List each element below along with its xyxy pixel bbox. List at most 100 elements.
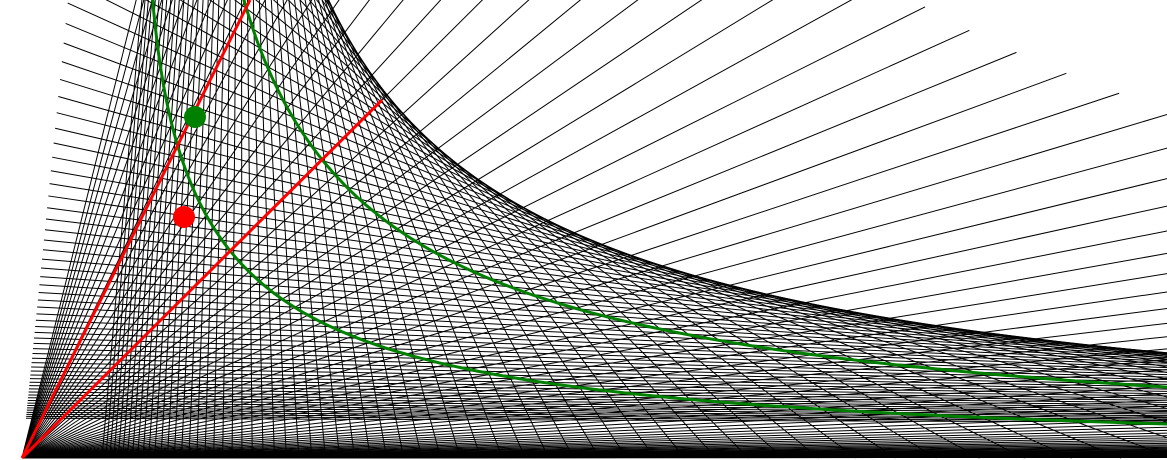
mesh-line xyxy=(321,0,628,459)
ray-line xyxy=(21,0,370,459)
ray-line xyxy=(21,205,1167,459)
mesh-line xyxy=(304,0,388,459)
ray-line xyxy=(21,0,853,459)
mesh-line xyxy=(327,0,526,459)
overlay xyxy=(20,0,1167,460)
mesh-line xyxy=(204,0,220,459)
ray-line xyxy=(21,393,1167,459)
mesh-line xyxy=(252,0,264,459)
ray-line xyxy=(21,0,212,459)
ray-line xyxy=(21,307,1167,459)
ray-line xyxy=(21,432,1167,459)
mesh-line xyxy=(234,0,857,459)
ray-line xyxy=(21,0,163,459)
ray-line xyxy=(21,439,1167,459)
mesh-line xyxy=(255,0,820,459)
ray-line xyxy=(21,410,1167,459)
mesh-line xyxy=(299,0,371,459)
ray-line xyxy=(21,369,1167,459)
ray-line xyxy=(21,0,288,459)
ray-line xyxy=(21,6,926,459)
ray-line xyxy=(21,405,1167,459)
mesh-line xyxy=(288,0,341,459)
mesh-line xyxy=(282,0,326,459)
ray-line xyxy=(21,435,1167,459)
mesh xyxy=(21,0,1167,459)
ray-line xyxy=(21,446,1167,459)
ray-line xyxy=(21,419,1167,459)
ray-line xyxy=(21,0,582,459)
ray-line xyxy=(21,423,1167,459)
mesh-line xyxy=(196,0,214,459)
ray-line xyxy=(21,447,1167,459)
ray-line xyxy=(21,429,1167,459)
ray-line xyxy=(21,377,1167,459)
ray-line xyxy=(21,399,1167,459)
ray-line xyxy=(21,445,1167,459)
ray-line xyxy=(21,359,1167,459)
ray-line xyxy=(21,113,1167,459)
ray-line xyxy=(21,322,1167,459)
mesh-line xyxy=(222,0,231,459)
ray-line xyxy=(21,0,266,459)
ray-line xyxy=(21,415,1167,459)
mesh-line xyxy=(287,0,750,459)
ray-line xyxy=(21,426,1167,459)
green-dot xyxy=(184,106,206,128)
ray-line xyxy=(21,0,442,459)
mesh-line xyxy=(270,0,300,459)
mesh-line xyxy=(321,0,461,459)
ray-line xyxy=(21,0,774,459)
ray-line xyxy=(21,0,703,459)
mesh-line xyxy=(272,0,784,459)
ray-line xyxy=(21,29,970,459)
mesh-line xyxy=(314,0,423,459)
mesh-line xyxy=(213,0,225,459)
mesh-line xyxy=(294,0,356,459)
ray-line xyxy=(21,0,185,459)
ray-line xyxy=(21,0,137,459)
mesh-line xyxy=(258,0,275,459)
mesh-line xyxy=(325,0,600,459)
ray-line xyxy=(21,252,1167,459)
ray-line xyxy=(21,92,1120,459)
ray-line xyxy=(21,72,1067,459)
ray-line xyxy=(21,0,173,459)
ray-line xyxy=(21,0,340,459)
mesh-line xyxy=(324,0,482,459)
mesh-line xyxy=(299,0,717,459)
ray-line xyxy=(21,437,1167,459)
ray-line xyxy=(21,0,153,459)
ray-line xyxy=(21,291,1167,459)
ray-line xyxy=(21,442,1167,459)
ray-line xyxy=(21,178,1167,459)
ray-line xyxy=(21,51,1017,459)
mesh-line xyxy=(326,0,503,459)
mesh-line xyxy=(276,0,313,459)
green-curve xyxy=(242,0,1167,389)
red-dot xyxy=(173,206,195,228)
ray-line xyxy=(21,348,1167,459)
mesh-line xyxy=(318,0,442,459)
ray-line xyxy=(21,444,1167,459)
ray-line xyxy=(21,0,530,459)
ray-line xyxy=(21,230,1167,459)
mesh-line xyxy=(231,0,237,459)
ray-line xyxy=(21,0,228,459)
ray-line xyxy=(21,385,1167,459)
mesh-line xyxy=(241,0,243,459)
mesh-line xyxy=(309,0,405,459)
ray-line xyxy=(21,0,145,459)
ray-line xyxy=(21,0,246,459)
mesh-line xyxy=(316,0,656,459)
red-ray xyxy=(20,0,252,459)
green-curve xyxy=(151,0,1167,426)
ray-line xyxy=(21,0,404,459)
ray-line xyxy=(21,147,1167,459)
mesh-line xyxy=(308,0,686,459)
ray-line xyxy=(21,0,313,459)
ray-line xyxy=(21,0,198,459)
ray-line xyxy=(21,273,1167,459)
